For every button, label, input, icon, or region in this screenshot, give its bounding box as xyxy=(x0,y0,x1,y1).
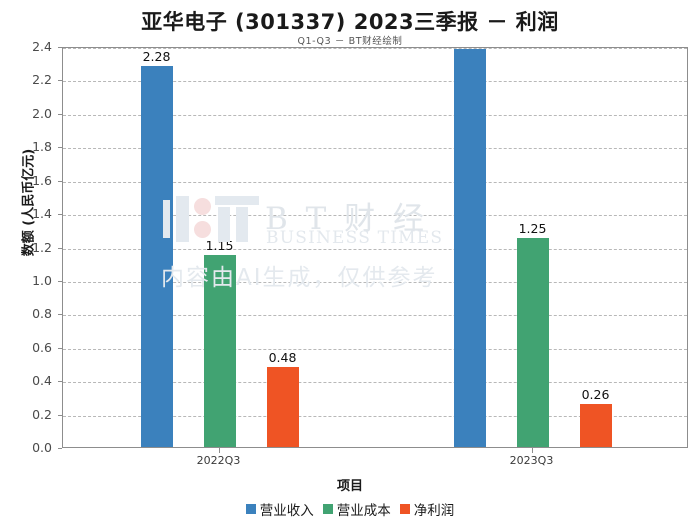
gridline xyxy=(63,48,687,49)
y-axis-tick-mark xyxy=(58,280,62,282)
bar[interactable] xyxy=(140,66,173,447)
legend-item[interactable]: 营业收入 xyxy=(245,499,314,519)
y-axis-tick-label: 1.0 xyxy=(32,272,52,288)
x-axis-tick-mark xyxy=(218,448,220,453)
bar-value-label: 2.28 xyxy=(142,49,171,65)
y-axis-tick-mark xyxy=(58,247,62,249)
chart-title: 亚华电子 (301337) 2023三季报 － 利润 xyxy=(141,10,559,34)
x-axis-tick-label: 2022Q3 xyxy=(196,454,241,467)
gridline xyxy=(63,315,687,317)
chart-subtitle: Q1-Q3 － BT财经绘制 xyxy=(297,36,403,47)
legend-swatch-icon xyxy=(399,504,410,514)
legend-item[interactable]: 净利润 xyxy=(399,499,455,519)
bar[interactable] xyxy=(579,403,612,447)
legend-swatch-icon xyxy=(245,504,256,514)
y-axis-tick-label: 1.8 xyxy=(32,139,52,155)
bar[interactable] xyxy=(516,238,549,447)
gridline xyxy=(63,415,687,417)
bar-value-label: 1.15 xyxy=(205,237,234,253)
y-axis-tick-label: 2.0 xyxy=(32,105,52,121)
y-axis-tick-label: 0.8 xyxy=(32,306,52,322)
x-axis-tick-mark xyxy=(531,448,533,453)
y-axis-tick-mark xyxy=(58,448,62,449)
gridline xyxy=(63,215,687,217)
y-axis-tick-label: 1.2 xyxy=(32,239,52,255)
legend-swatch-icon xyxy=(322,504,333,514)
bar[interactable] xyxy=(453,49,486,447)
bar-value-label: 0.48 xyxy=(268,349,297,365)
y-axis-tick-label: 0.2 xyxy=(32,406,52,422)
y-axis-tick-mark xyxy=(58,113,62,115)
legend: 营业收入 营业成本 净利润 xyxy=(0,499,700,519)
gridline xyxy=(63,248,687,250)
y-axis-tick-mark xyxy=(58,180,62,182)
gridline xyxy=(63,81,687,83)
legend-label: 营业成本 xyxy=(336,503,391,519)
gridline xyxy=(63,348,687,350)
bar-value-label: 0.26 xyxy=(581,386,610,402)
gridline xyxy=(63,181,687,183)
legend-label: 营业收入 xyxy=(259,503,314,519)
y-axis-tick-label: 0.0 xyxy=(32,440,52,455)
y-axis-tick-label: 2.4 xyxy=(32,39,52,54)
legend-item[interactable]: 营业成本 xyxy=(322,499,391,519)
gridline xyxy=(63,114,687,116)
y-axis-tick-mark xyxy=(58,414,62,416)
gridline xyxy=(63,148,687,150)
y-axis-tick-mark xyxy=(58,80,62,82)
x-axis-label: 项目 xyxy=(336,479,363,494)
y-axis-tick-mark xyxy=(58,214,62,216)
bar-value-label: 1.25 xyxy=(518,221,547,237)
y-axis-tick-mark xyxy=(58,347,62,349)
y-axis-tick-mark xyxy=(58,314,62,316)
y-axis-tick-label: 2.2 xyxy=(32,72,52,88)
y-axis-tick-mark xyxy=(58,381,62,383)
y-axis-tick-mark xyxy=(58,47,62,48)
y-axis-tick-label: 1.4 xyxy=(32,206,52,222)
y-axis-tick-label: 0.6 xyxy=(32,339,52,355)
y-axis-tick-label: 0.4 xyxy=(32,373,52,389)
plot-area: 2.281.150.482.381.250.26 xyxy=(62,47,688,448)
x-axis-tick-label: 2023Q3 xyxy=(509,454,554,467)
legend-label: 净利润 xyxy=(413,503,455,519)
gridline xyxy=(63,281,687,283)
y-axis-tick-label: 1.6 xyxy=(32,172,52,188)
y-axis-tick-mark xyxy=(58,147,62,149)
bar[interactable] xyxy=(266,366,299,447)
bar[interactable] xyxy=(203,254,236,447)
gridline xyxy=(63,382,687,384)
